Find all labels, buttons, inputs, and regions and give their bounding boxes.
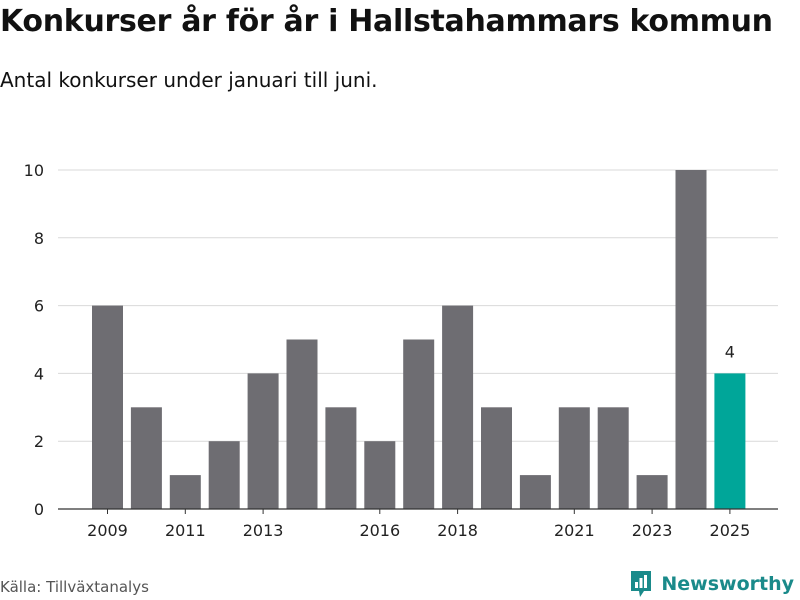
x-tick-label-2021: 2021 (554, 521, 595, 540)
bar-2019 (481, 407, 512, 509)
x-tick-label-2011: 2011 (165, 521, 206, 540)
bar-2014 (286, 339, 318, 509)
data-labels: 4 (725, 342, 735, 361)
newsworthy-logo-icon (631, 571, 652, 597)
bar-2015 (325, 407, 357, 509)
x-tick-label-2025: 2025 (710, 521, 751, 540)
y-tick-label-0: 0 (34, 500, 44, 519)
chart-title: Konkurser år för år i Hallstahammars kom… (0, 4, 773, 39)
y-tick-label-2: 2 (34, 432, 44, 451)
brand-name: Newsworthy (661, 573, 794, 595)
x-tick-label-2018: 2018 (437, 521, 478, 540)
x-tick-label-2023: 2023 (632, 521, 673, 540)
axes: 0 2 4 6 8 10 2009 2011 2013 2016 2018 2021 2023 2025 (24, 161, 778, 540)
x-tick-label-2009: 2009 (87, 521, 128, 540)
chart-subtitle: Antal konkurser under januari till juni. (0, 68, 378, 92)
y-tick-label-10: 10 (24, 161, 44, 180)
bar-2012 (208, 441, 240, 509)
bar-2016 (364, 441, 396, 509)
bar-2011 (169, 475, 201, 509)
bar-2022 (597, 407, 629, 509)
bars (92, 170, 746, 509)
bar-2018 (442, 305, 474, 509)
bar-2023 (636, 475, 668, 509)
brand: Newsworthy (629, 569, 794, 599)
y-tick-label-6: 6 (34, 297, 44, 316)
bar-2013 (247, 373, 279, 509)
bar-2025 (714, 373, 746, 509)
y-tick-label-8: 8 (34, 229, 44, 248)
y-tick-label-4: 4 (34, 364, 44, 383)
data-label-2025: 4 (725, 342, 735, 361)
bar-2020 (519, 475, 551, 509)
source-note: Källa: Tillväxtanalys (0, 578, 149, 596)
bar-2017 (403, 339, 435, 509)
bar-2010 (130, 407, 162, 509)
x-tick-label-2016: 2016 (359, 521, 400, 540)
bar-2024 (675, 170, 707, 509)
bar-2009 (92, 305, 123, 509)
x-tick-label-2013: 2013 (243, 521, 284, 540)
bar-2021 (558, 407, 590, 509)
